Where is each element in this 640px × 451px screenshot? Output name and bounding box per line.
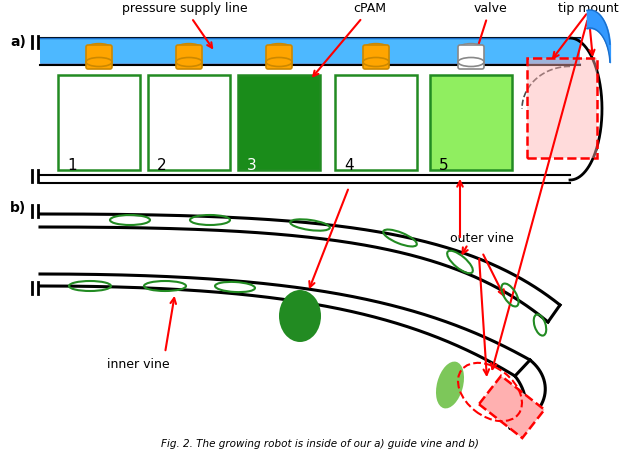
Text: 4: 4 <box>344 158 354 173</box>
Bar <box>148 75 230 170</box>
Text: 5: 5 <box>439 158 449 173</box>
Bar <box>335 75 417 170</box>
Text: outer vine: outer vine <box>450 231 514 244</box>
Text: Fig. 2. The growing robot is inside of our a) guide vine and b): Fig. 2. The growing robot is inside of o… <box>161 439 479 449</box>
FancyBboxPatch shape <box>86 45 112 69</box>
Ellipse shape <box>176 57 202 66</box>
Text: b): b) <box>10 201 26 215</box>
Ellipse shape <box>460 43 482 51</box>
Ellipse shape <box>178 43 200 51</box>
Bar <box>238 75 320 170</box>
Text: a): a) <box>10 35 26 49</box>
Text: 3: 3 <box>247 158 257 173</box>
Text: 2: 2 <box>157 158 166 173</box>
Bar <box>527 58 597 158</box>
Ellipse shape <box>268 43 290 51</box>
FancyBboxPatch shape <box>458 45 484 69</box>
Ellipse shape <box>279 290 321 342</box>
Bar <box>527 58 597 158</box>
Ellipse shape <box>365 43 387 51</box>
Text: tip mount: tip mount <box>557 2 618 55</box>
Text: 1: 1 <box>67 158 77 173</box>
Text: valve: valve <box>472 2 507 63</box>
Ellipse shape <box>458 57 484 66</box>
Text: pressure supply line: pressure supply line <box>122 2 248 48</box>
Ellipse shape <box>436 362 464 409</box>
Ellipse shape <box>363 57 389 66</box>
Bar <box>430 75 512 170</box>
FancyBboxPatch shape <box>266 45 292 69</box>
FancyBboxPatch shape <box>176 45 202 69</box>
Text: inner vine: inner vine <box>107 358 170 371</box>
Ellipse shape <box>266 57 292 66</box>
Bar <box>40 38 580 63</box>
FancyBboxPatch shape <box>363 45 389 69</box>
Ellipse shape <box>86 57 112 66</box>
Bar <box>479 376 545 438</box>
Bar <box>58 75 140 170</box>
Ellipse shape <box>88 43 110 51</box>
Text: cPAM: cPAM <box>314 2 387 76</box>
